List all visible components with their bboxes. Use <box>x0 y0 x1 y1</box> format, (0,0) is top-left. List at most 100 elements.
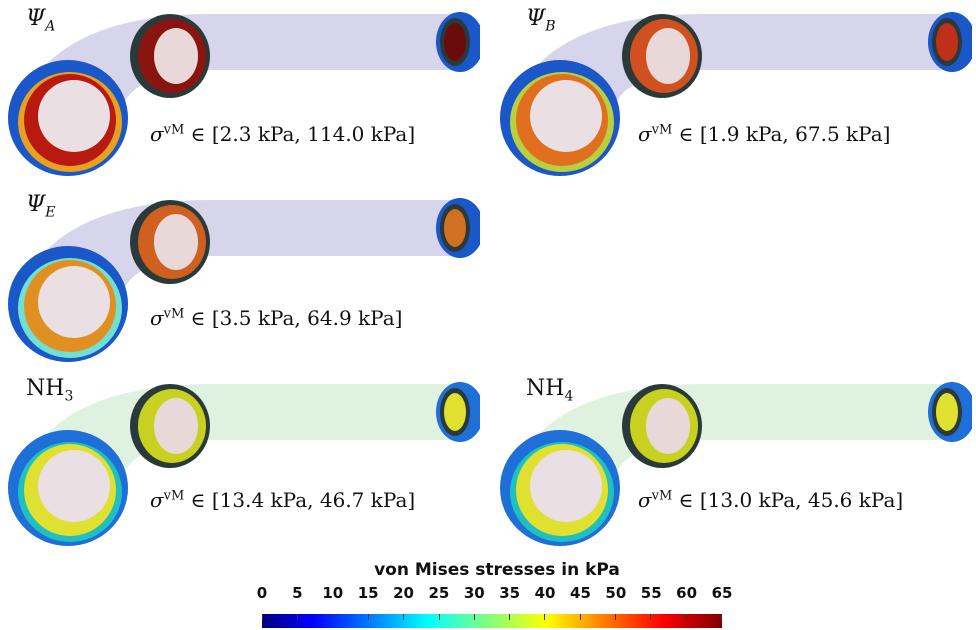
element-of-symbol: ∈ <box>678 488 694 512</box>
range-high: 67.5 kPa <box>795 122 883 146</box>
colorbar-tick-label: 25 <box>428 584 450 602</box>
panel-nh-4: NH4 σvM ∈ [13.0 kPa, 45.6 kPa] <box>492 370 972 550</box>
panel-psi-e: ΨE σvM ∈ [3.5 kPa, 64.9 kPa] <box>0 186 480 366</box>
colorbar-tick-label: 40 <box>534 584 556 602</box>
range-high: 114.0 kPa <box>307 122 408 146</box>
sigma-symbol: σ <box>150 488 164 512</box>
pipe-model <box>8 12 480 176</box>
panel-label: ΨA <box>26 6 55 34</box>
label-subscript: 3 <box>64 388 74 405</box>
range-low: 13.4 kPa <box>219 488 308 512</box>
stress-range: σvM ∈ [13.4 kPa, 46.7 kPa] <box>150 488 416 512</box>
sigma-sup: vM <box>163 122 185 138</box>
label-symbol: Ψ <box>26 6 46 31</box>
range-high: 45.6 kPa <box>807 488 896 512</box>
sigma-sup: vM <box>651 122 673 138</box>
colorbar-gradient <box>262 614 722 628</box>
sigma-symbol: σ <box>150 122 164 146</box>
colorbar-tick-label: 45 <box>570 584 591 602</box>
colorbar-tick-labels: 0 5 10 15 20 25 30 35 40 45 50 55 60 65 <box>257 584 733 604</box>
back-ring-inner <box>444 209 466 247</box>
colorbar-tick-label: 65 <box>711 584 733 602</box>
label-symbol: NH <box>26 376 65 401</box>
colorbar-tick-mark <box>544 614 546 620</box>
translucent-tube <box>20 200 460 336</box>
pipe-model <box>500 12 972 176</box>
panel-psi-b: ΨB σvM ∈ [1.9 kPa, 67.5 kPa] <box>492 0 972 180</box>
range-low: 2.3 kPa <box>219 122 295 146</box>
panel-psi-a: ΨA σvM ∈ [2.3 kPa, 114.0 kPa] <box>0 0 480 180</box>
label-subscript: B <box>545 18 556 35</box>
element-of-symbol: ∈ <box>190 306 206 330</box>
colorbar-tick-label: 60 <box>676 584 698 602</box>
colorbar-title: von Mises stresses in kPa <box>374 560 620 580</box>
front-ring-hole <box>38 266 110 338</box>
colorbar-tick-mark <box>721 614 722 620</box>
translucent-tube <box>20 384 460 520</box>
front-ring-hole <box>38 450 110 522</box>
colorbar-tick-mark <box>367 614 369 620</box>
range-high: 46.7 kPa <box>319 488 408 512</box>
panel-label: NH4 <box>526 376 573 404</box>
label-symbol: Ψ <box>526 6 546 31</box>
colorbar-tick-label: 35 <box>499 584 521 602</box>
mid-ring-hole <box>154 398 198 454</box>
colorbar-tick-label: 20 <box>393 584 414 602</box>
mid-ring-hole <box>646 28 690 84</box>
colorbar-tick-mark <box>403 614 405 620</box>
colorbar-tick-mark <box>332 614 334 620</box>
colorbar-tick-mark <box>438 614 440 620</box>
range-high: 64.9 kPa <box>307 306 395 330</box>
back-ring-inner <box>936 23 958 61</box>
translucent-tube <box>512 14 952 150</box>
colorbar-tick-label: 0 <box>256 584 268 602</box>
colorbar-tick-mark <box>262 614 263 620</box>
front-ring-hole <box>530 80 602 152</box>
sigma-sup: vM <box>163 488 185 504</box>
colorbar-tick-mark <box>509 614 511 620</box>
label-subscript: A <box>45 18 56 35</box>
stress-range: σvM ∈ [3.5 kPa, 64.9 kPa] <box>150 306 403 330</box>
mid-ring-hole <box>154 28 198 84</box>
stress-range: σvM ∈ [1.9 kPa, 67.5 kPa] <box>638 122 891 146</box>
colorbar-tick-mark <box>685 614 687 620</box>
element-of-symbol: ∈ <box>190 122 206 146</box>
back-ring-inner <box>444 393 466 431</box>
stress-range: σvM ∈ [13.0 kPa, 45.6 kPa] <box>638 488 904 512</box>
colorbar-tick-mark <box>473 614 475 620</box>
label-symbol: Ψ <box>26 192 46 217</box>
panel-label: ΨB <box>526 6 556 34</box>
pipe-model <box>500 382 972 546</box>
range-low: 3.5 kPa <box>219 306 295 330</box>
element-of-symbol: ∈ <box>678 122 694 146</box>
sigma-symbol: σ <box>638 122 652 146</box>
range-low: 13.0 kPa <box>707 488 796 512</box>
sigma-sup: vM <box>651 488 673 504</box>
label-subscript: 4 <box>564 388 574 405</box>
panel-label: ΨE <box>26 192 56 220</box>
panel-label: NH3 <box>26 376 73 404</box>
colorbar-tick-mark <box>650 614 652 620</box>
label-symbol: NH <box>526 376 565 401</box>
front-ring-hole <box>530 450 602 522</box>
back-ring-inner <box>936 393 958 431</box>
translucent-tube <box>20 14 460 150</box>
sigma-symbol: σ <box>638 488 652 512</box>
range-low: 1.9 kPa <box>707 122 783 146</box>
stress-range: σvM ∈ [2.3 kPa, 114.0 kPa] <box>150 122 416 146</box>
pipe-model <box>8 198 480 362</box>
sigma-symbol: σ <box>150 306 164 330</box>
colorbar-tick-label: 30 <box>463 584 485 602</box>
colorbar-tick-label: 5 <box>292 584 303 602</box>
colorbar-tick-label: 55 <box>640 584 662 602</box>
front-ring-hole <box>38 80 110 152</box>
colorbar-tick-label: 50 <box>605 584 627 602</box>
panel-nh-3: NH3 σvM ∈ [13.4 kPa, 46.7 kPa] <box>0 370 480 550</box>
back-ring-inner <box>444 23 466 61</box>
translucent-tube <box>512 384 952 520</box>
sigma-sup: vM <box>163 306 185 322</box>
colorbar-tick-mark <box>615 614 617 620</box>
label-subscript: E <box>45 204 56 221</box>
pipe-model <box>8 382 480 546</box>
colorbar-tick-mark <box>579 614 581 620</box>
